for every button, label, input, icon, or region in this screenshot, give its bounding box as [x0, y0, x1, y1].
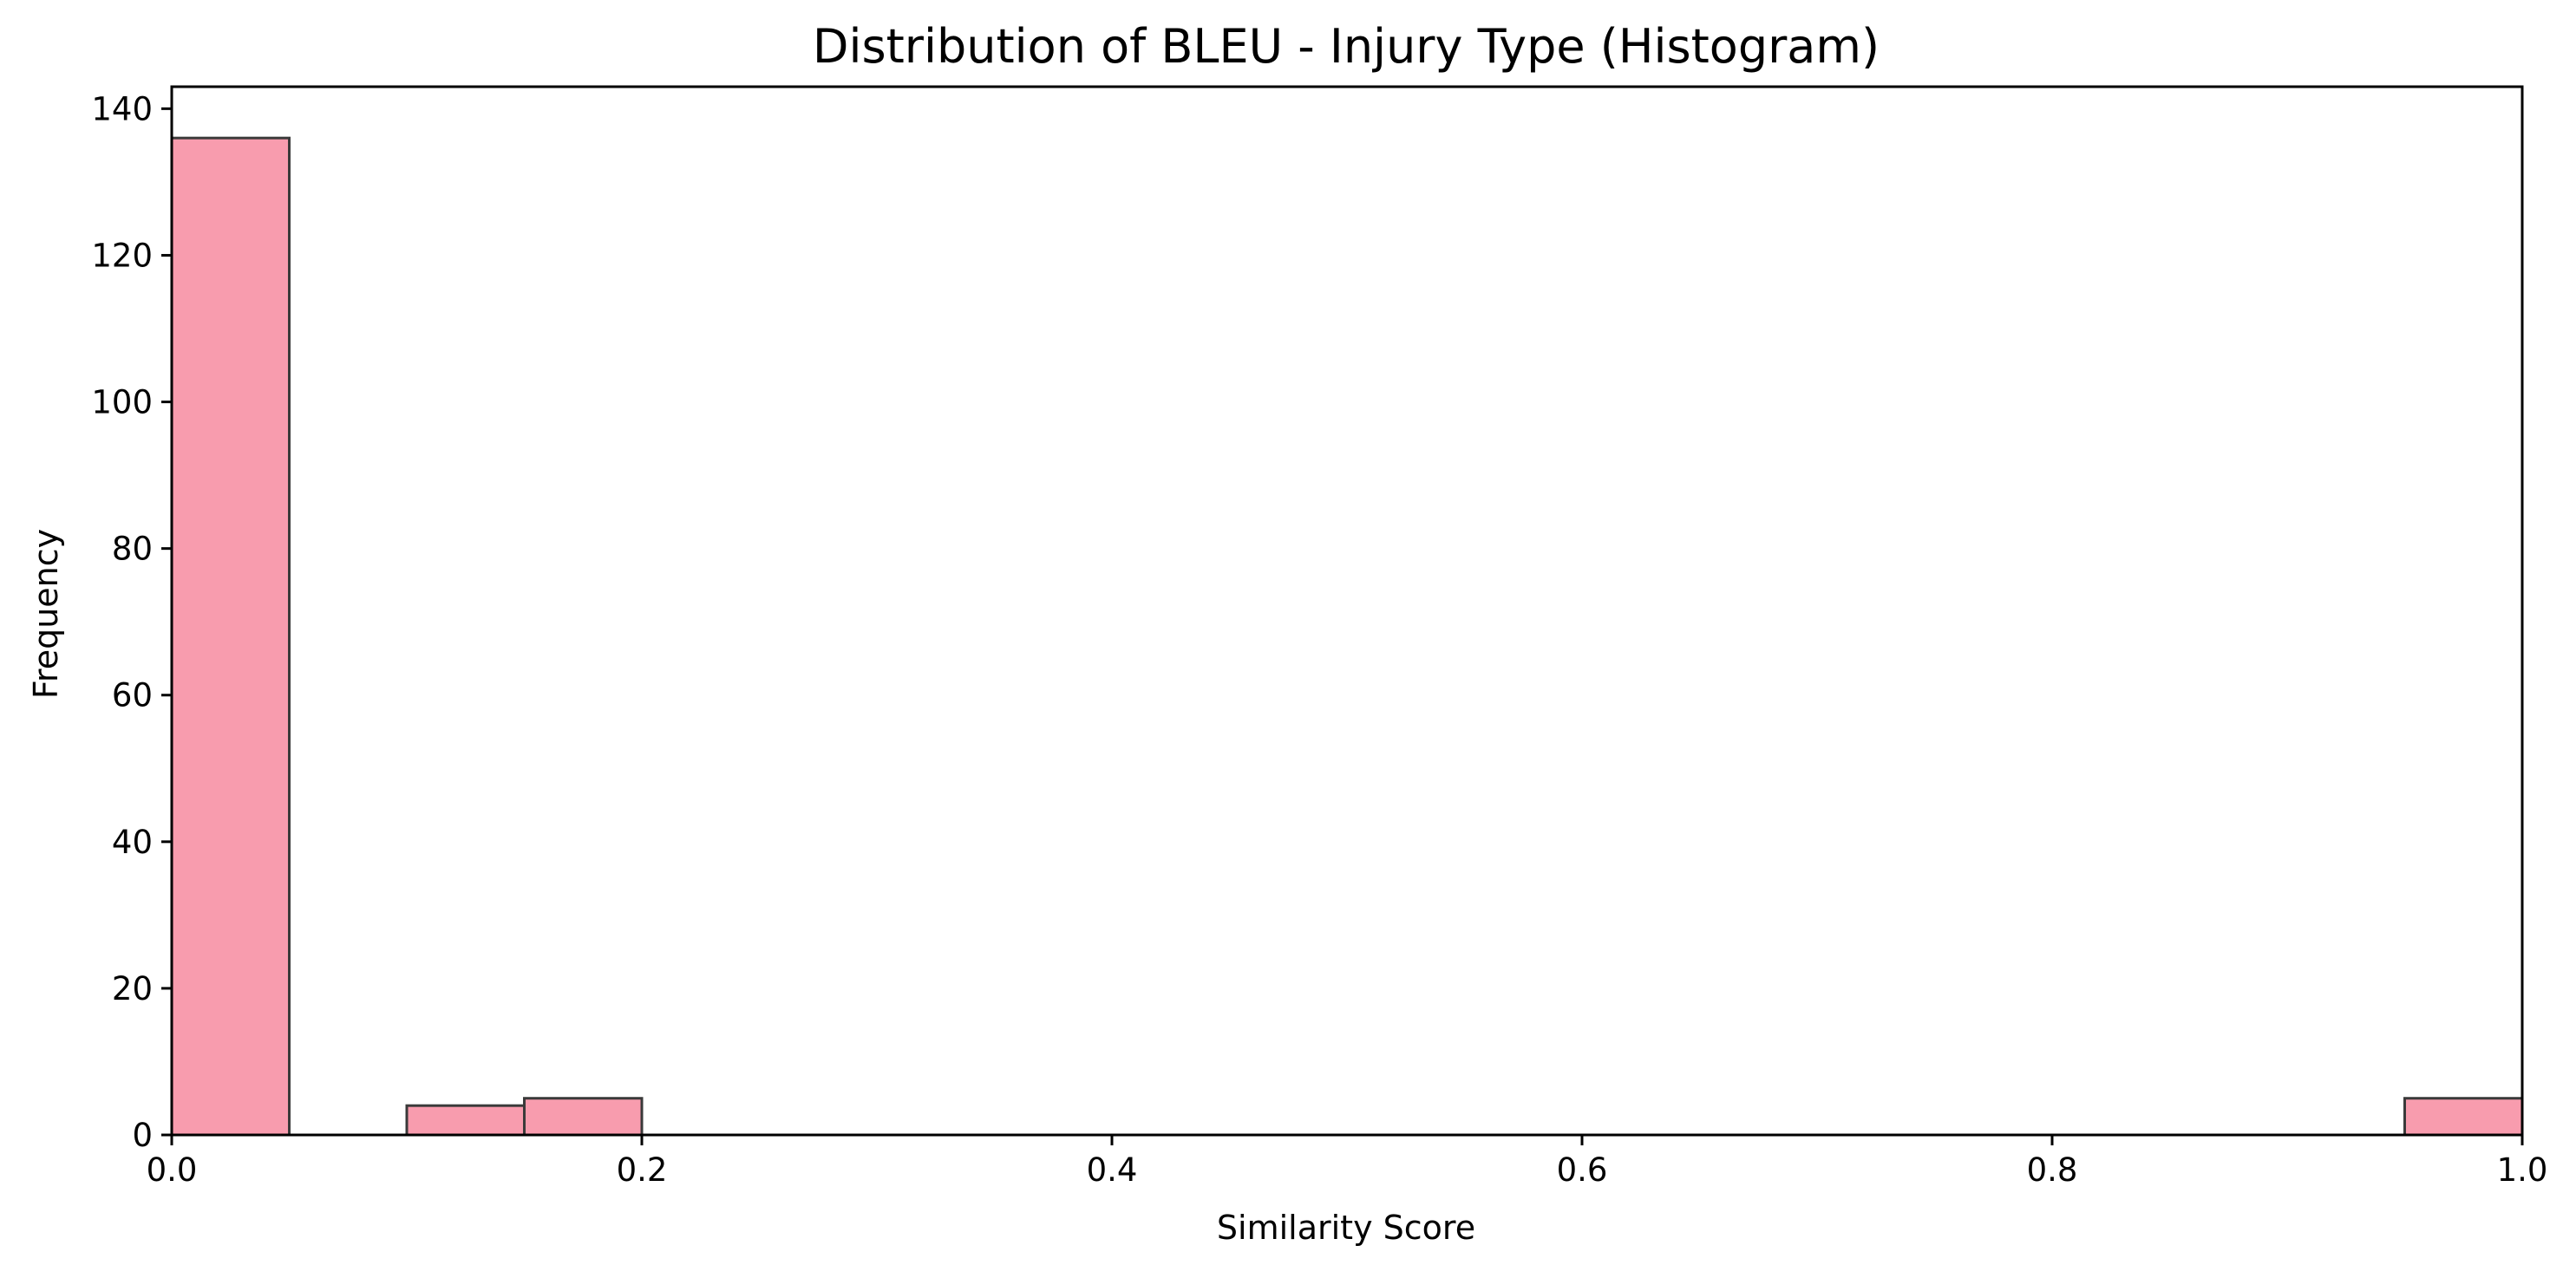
bars-group	[170, 136, 2524, 1137]
x-tick-label-4: 0.8	[2027, 1151, 2078, 1189]
plot-frame	[170, 85, 2524, 1137]
y-tick-label-6: 120	[91, 237, 153, 274]
x-axis-label: Similarity Score	[1217, 1209, 1475, 1247]
x-tick-label-5: 1.0	[2497, 1151, 2548, 1189]
x-axis-ticks: 0.0 0.2 0.4 0.6 0.8 1.0	[147, 1135, 2548, 1189]
y-tick-label-5: 100	[91, 384, 153, 421]
histogram-bar-19	[2403, 1097, 2524, 1137]
x-tick-label-3: 0.6	[1557, 1151, 1608, 1189]
y-tick-label-7: 140	[91, 90, 153, 127]
x-tick-label-0: 0.0	[147, 1151, 198, 1189]
y-tick-label-4: 80	[112, 531, 153, 568]
x-tick-label-2: 0.4	[1087, 1151, 1138, 1189]
y-axis-ticks: 0 20 40 60 80 100 120 140	[91, 90, 172, 1154]
y-tick-label-1: 20	[112, 970, 153, 1007]
histogram-bar-3	[523, 1097, 644, 1137]
y-axis-label: Frequency	[27, 529, 65, 699]
histogram-bar-2	[405, 1104, 526, 1137]
histogram-bar-0	[170, 136, 291, 1137]
y-tick-label-3: 60	[112, 677, 153, 714]
y-tick-label-0: 0	[132, 1117, 153, 1154]
x-tick-label-1: 0.2	[617, 1151, 668, 1189]
y-tick-label-2: 40	[112, 824, 153, 861]
chart-title: Distribution of BLEU - Injury Type (Hist…	[813, 19, 1880, 74]
